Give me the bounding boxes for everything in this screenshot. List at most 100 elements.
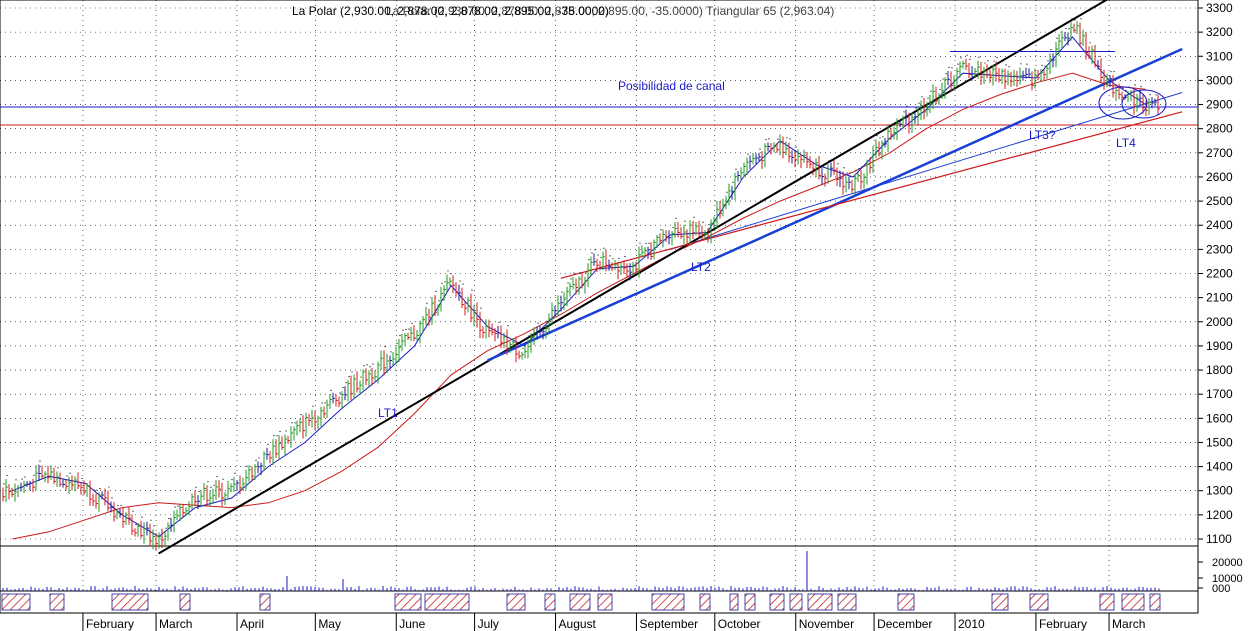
price-dot [990,65,992,67]
price-dot [135,524,137,526]
price-dot [645,242,647,245]
y-tick-label: 1500 [1206,435,1233,449]
price-dot [99,487,101,490]
price-dot [891,123,893,125]
price-dot [537,322,539,324]
price-dot [759,148,761,150]
price-dot [855,169,857,171]
price-dot [312,405,314,407]
price-dot [639,242,641,244]
price-dot [969,58,971,60]
y-tick-label: 3100 [1206,49,1233,63]
time-band-block [1,593,31,611]
y-tick-label: 3000 [1206,73,1233,87]
time-band-block [699,593,711,611]
price-dot [384,346,386,348]
price-dot [1125,89,1127,91]
x-tick-label: October [718,617,761,631]
price-dot [1026,63,1028,65]
time-band-block [1149,593,1161,611]
price-dot [648,242,650,244]
price-dot [369,366,371,368]
y-tick-label: 2800 [1206,122,1233,136]
price-dot [960,57,962,59]
price-dot [1110,71,1112,73]
x-tick-label: 2010 [958,617,985,631]
price-dot [450,273,452,275]
x-tick-label: July [478,617,499,631]
price-dot [33,474,35,476]
price-dot [1068,28,1070,30]
price-dot [660,229,662,231]
price-dot [945,73,947,75]
price-dot [561,291,563,293]
time-band-block [1099,593,1115,611]
price-dot [177,505,179,507]
price-dot [444,281,446,283]
price-dot [612,258,614,260]
price-dot [1020,63,1022,65]
price-dot [1089,42,1091,44]
price-dot [426,302,428,304]
price-dot [447,270,449,272]
price-dot [618,257,620,260]
time-band-block [259,593,271,611]
price-dot [246,465,248,467]
y-tick-label: 2700 [1206,146,1233,160]
price-dot [321,402,323,404]
y-tick-label: 1600 [1206,411,1233,425]
price-dot [600,256,602,259]
price-dot [732,181,734,183]
time-band-block [991,593,1009,611]
x-tick-label: December [877,617,932,631]
time-band-block [651,593,685,611]
chart-title: La Polar (2,930.00, 2,878.00, 2,878.00, … [292,4,609,18]
price-dot [978,56,980,58]
price-dot [111,497,113,499]
y-tick-label: 2200 [1206,267,1233,281]
price-dot [786,137,788,139]
price-dot [789,138,791,140]
plot-area [0,0,1199,547]
y-tick-label: 2400 [1206,218,1233,232]
price-dot [294,422,296,424]
price-dot [567,282,569,284]
price-dot [267,443,269,445]
time-band-block [394,593,422,611]
price-dot [858,168,860,170]
y-tick-label: 2100 [1206,291,1233,305]
price-dot [996,56,998,59]
price-dot [1098,55,1100,57]
price-dot [222,478,224,480]
y-tick-label: 2500 [1206,194,1233,208]
x-axis: February March April May June July August Septe… [82,613,1145,631]
x-tick-label: March [159,617,192,631]
price-dot [684,220,686,222]
price-dot [372,363,374,365]
price-dot [861,166,863,168]
y-tick-label: 1300 [1206,484,1233,498]
price-dot [57,467,59,469]
price-dot [330,389,332,391]
price-dot [795,146,797,148]
time-band-block [544,593,556,611]
annotation-canal: Posibilidad de canal [618,79,725,93]
price-dot [675,217,677,219]
price-dot [411,322,413,324]
price-dot [597,254,599,256]
price-dot [849,172,851,174]
price-dot [351,371,353,373]
price-dot [480,307,482,309]
price-dot [459,280,461,282]
price-dot [210,486,212,488]
price-dot [345,382,347,384]
price-dot [435,290,437,292]
price-dot [726,191,728,193]
price-dot [408,328,410,330]
y-tick-label: 2900 [1206,98,1233,112]
price-dot [234,472,236,474]
chart-title-overlay: La Polar (2,930.00, 2,878.00, 2,878.00, … [386,4,834,18]
price-dot [279,430,281,433]
price-dot [921,96,923,98]
price-dot [573,272,575,274]
